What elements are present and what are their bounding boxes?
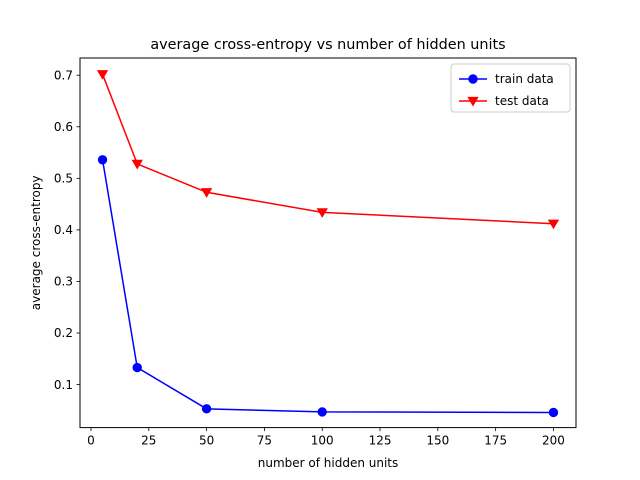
x-tick-label: 175 <box>484 434 507 448</box>
x-tick-label: 200 <box>542 434 565 448</box>
legend-label: test data <box>495 94 549 108</box>
legend: train data test data <box>451 64 570 112</box>
y-tick-label: 0.6 <box>54 120 73 134</box>
y-axis-label: average cross-entropy <box>29 175 43 310</box>
x-tick-label: 25 <box>141 434 156 448</box>
chart-title: average cross-entropy vs number of hidde… <box>150 37 505 53</box>
x-tick-label: 100 <box>311 434 334 448</box>
x-tick-label: 75 <box>257 434 272 448</box>
x-tick-label: 0 <box>87 434 95 448</box>
data-point <box>98 156 106 164</box>
data-point <box>202 405 210 413</box>
data-point <box>133 363 141 371</box>
x-tick-label: 125 <box>369 434 392 448</box>
x-axis-label: number of hidden units <box>258 456 399 470</box>
y-tick-label: 0.2 <box>54 326 73 340</box>
y-tick-label: 0.5 <box>54 172 73 186</box>
data-point <box>318 408 326 416</box>
y-tick-label: 0.7 <box>54 68 73 82</box>
x-tick-label: 50 <box>199 434 214 448</box>
y-tick-label: 0.1 <box>54 378 73 392</box>
x-tick-label: 150 <box>426 434 449 448</box>
data-point <box>549 408 557 416</box>
y-tick-label: 0.4 <box>54 223 73 237</box>
y-tick-label: 0.3 <box>54 275 73 289</box>
legend-marker <box>469 75 477 83</box>
legend-label: train data <box>495 72 554 86</box>
